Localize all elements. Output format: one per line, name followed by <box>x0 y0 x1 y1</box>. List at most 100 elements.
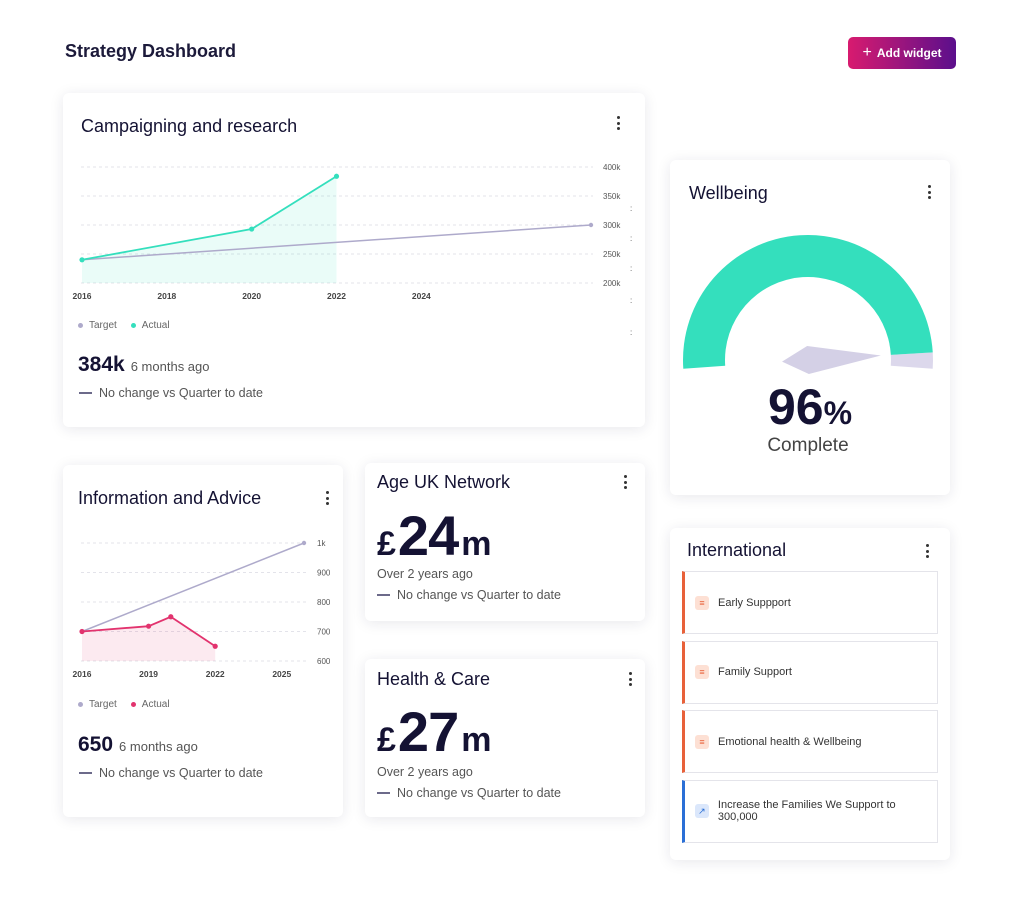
axis-stub-mark: : <box>630 234 632 243</box>
axis-stub-mark: : <box>630 296 632 305</box>
change-indicator: No change vs Quarter to date <box>79 766 263 780</box>
x-tick-label: 2022 <box>206 669 225 679</box>
wellbeing-gauge <box>683 235 933 374</box>
y-tick-label: 800 <box>317 598 331 607</box>
y-tick-label: 200k <box>603 279 621 288</box>
international-item-label: Early Suppport <box>718 596 791 609</box>
actual-series-area <box>82 616 216 661</box>
value-unit: m <box>461 721 492 759</box>
actual-point <box>212 643 218 649</box>
target-series-line <box>81 542 305 633</box>
money-value: £ 24 m <box>377 503 491 568</box>
change-text: No change vs Quarter to date <box>99 386 263 400</box>
list-icon: ≡ <box>695 595 709 610</box>
metric-row: 650 6 months ago <box>78 733 198 757</box>
x-tick-label: 2022 <box>327 291 346 301</box>
chart-legend: Target Actual <box>78 320 170 331</box>
card-title: International <box>687 540 787 560</box>
more-options-icon[interactable] <box>625 672 635 686</box>
more-options-icon[interactable] <box>924 185 934 199</box>
international-item[interactable]: ↗ Increase the Families We Support to 300… <box>682 779 938 843</box>
international-card: International ≡ Early Suppport ≡ Family Sup… <box>670 528 950 860</box>
axis-stub-mark: : <box>630 328 632 337</box>
campaigning-card: Campaigning and research 400k 350k 300k 250… <box>63 93 645 427</box>
target-point <box>301 540 307 546</box>
y-tick-label: 1k <box>317 539 326 548</box>
currency-symbol: £ <box>377 525 396 563</box>
page-title: Strategy Dashboard <box>65 41 237 61</box>
x-tick-label: 2019 <box>139 669 158 679</box>
legend-target: Target <box>78 699 117 710</box>
gauge-needle <box>782 346 881 374</box>
more-options-icon[interactable] <box>620 475 630 489</box>
y-tick-label: 600 <box>317 657 331 666</box>
metric-time: 6 months ago <box>119 739 198 754</box>
more-options-icon[interactable] <box>613 116 623 130</box>
card-title: Information and Advice <box>78 488 262 508</box>
list-icon: ≡ <box>695 734 709 749</box>
change-indicator: No change vs Quarter to date <box>79 386 263 400</box>
percent-number: 96 <box>767 379 824 435</box>
change-indicator: No change vs Quarter to date <box>377 588 561 602</box>
currency-symbol: £ <box>377 721 396 759</box>
international-item[interactable]: ≡ Early Suppport <box>682 571 938 634</box>
value-unit: m <box>461 525 492 563</box>
change-text: No change vs Quarter to date <box>99 766 263 780</box>
x-tick-label: 2016 <box>73 291 92 301</box>
y-tick-label: 900 <box>317 569 331 578</box>
actual-point <box>79 257 85 263</box>
y-tick-label: 400k <box>603 163 621 172</box>
dash-icon <box>377 594 390 596</box>
legend-actual: Actual <box>130 699 170 710</box>
dash-icon <box>79 392 92 394</box>
change-text: No change vs Quarter to date <box>397 786 561 800</box>
card-title: Health & Care <box>377 669 491 689</box>
international-item-label: Increase the Families We Support to 300,… <box>717 799 896 823</box>
info-advice-chart: 1k 900 800 700 600 2016 2019 2022 2025 <box>73 539 331 679</box>
x-tick-label: 2018 <box>157 291 176 301</box>
international-item[interactable]: ≡ Family Support <box>682 640 938 704</box>
legend-target: Target <box>78 320 117 331</box>
more-options-icon[interactable] <box>322 491 332 505</box>
actual-point <box>168 614 174 620</box>
international-item[interactable]: ≡ Emotional health & Wellbeing <box>682 710 938 773</box>
legend-actual: Actual <box>130 320 170 331</box>
info-advice-card: Information and Advice 1k 900 800 700 600 201… <box>63 465 343 817</box>
axis-stub-mark: : <box>630 264 632 273</box>
target-series-line <box>81 224 592 261</box>
chart-legend: Target Actual <box>78 699 170 710</box>
gauge-track <box>890 352 933 369</box>
gauge-label: Complete <box>767 435 849 456</box>
list-icon: ≡ <box>695 665 709 679</box>
actual-point <box>249 226 255 232</box>
more-options-icon[interactable] <box>922 544 932 558</box>
add-widget-label: Add widget <box>876 46 942 60</box>
health-care-card: Health & Care £ 27 m Over 2 years ago No… <box>365 659 645 817</box>
x-tick-label: 2016 <box>73 669 92 679</box>
time-ago: Over 2 years ago <box>377 567 473 581</box>
y-tick-label: 250k <box>603 250 621 259</box>
metric-value: 384k <box>78 353 125 376</box>
metric-row: 384k 6 months ago <box>78 353 210 377</box>
international-item-label: Emotional health & Wellbeing <box>718 735 862 748</box>
card-title: Age UK Network <box>377 472 511 492</box>
value-number: 24 <box>397 504 459 567</box>
gauge-percent: 96% <box>670 378 950 436</box>
dash-icon <box>377 792 390 794</box>
change-text: No change vs Quarter to date <box>397 588 561 602</box>
gauge-fill <box>683 235 933 369</box>
actual-point <box>146 623 152 629</box>
card-title: Wellbeing <box>689 183 768 203</box>
add-widget-button[interactable]: + Add widget <box>848 37 956 69</box>
actual-point <box>79 628 85 635</box>
wellbeing-card: Wellbeing 96% Complete <box>670 160 950 495</box>
money-value: £ 27 m <box>377 699 491 764</box>
x-tick-label: 2025 <box>272 669 291 679</box>
metric-time: 6 months ago <box>130 359 210 374</box>
change-indicator: No change vs Quarter to date <box>377 786 561 800</box>
actual-series-line <box>81 615 216 647</box>
actual-point <box>333 173 340 179</box>
x-tick-label: 2020 <box>242 291 261 301</box>
campaigning-chart: 400k 350k 300k 250k 200k 2016 2018 2020 2022 2024… <box>73 163 633 337</box>
plus-icon: + <box>862 44 872 61</box>
